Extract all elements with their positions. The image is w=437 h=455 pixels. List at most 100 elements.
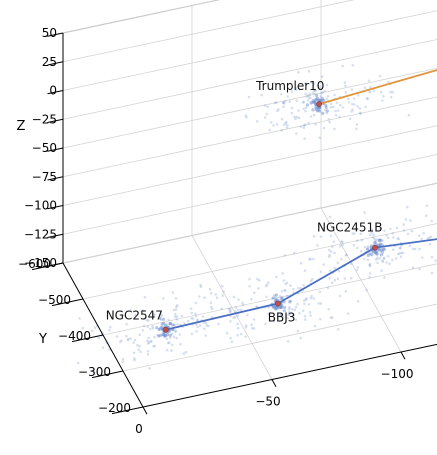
z-tick-mark [47,205,64,210]
star-point [304,109,307,113]
star-point [313,324,317,328]
star-point [312,113,316,117]
star-point [146,353,150,356]
star-point [398,252,401,255]
star-point [386,236,390,239]
star-point [407,113,411,117]
star-point [170,349,173,352]
star-point [133,338,137,342]
star-point [327,248,331,252]
star-point [174,312,177,316]
star-point [147,341,150,344]
star-point [396,237,399,240]
star-point [93,326,97,330]
star-point [175,305,178,309]
z-tick-label: −150 [24,256,57,270]
star-point [383,276,386,279]
star-point [280,290,284,293]
star-point [368,91,372,94]
star-point [317,106,321,110]
star-point [335,101,339,104]
star-point [294,117,297,120]
star-point [338,115,341,119]
star-point [434,259,437,262]
star-point [318,290,322,294]
star-point [352,243,356,247]
star-point [295,88,298,92]
star-point [101,346,105,349]
star-point [309,314,312,317]
star-point [306,99,310,102]
star-point [428,236,431,239]
star-point [417,234,421,238]
star-point [133,358,136,362]
z-tick-mark [47,176,64,181]
star-point [310,277,314,281]
star-point [282,105,285,108]
star-point [368,272,372,275]
star-point [264,322,267,326]
star-point [372,233,376,236]
star-point [325,98,329,101]
star-point [119,340,122,344]
star-point [146,325,149,329]
star-point [307,121,310,125]
star-point [267,306,271,309]
y-tick-mark [51,298,84,307]
star-point [303,269,307,273]
cluster-node [162,326,169,333]
grid-line [62,0,355,63]
star-point [147,342,150,345]
star-point [359,112,362,116]
star-point [310,294,313,298]
star-point [284,282,288,286]
star-point [263,116,267,119]
star-point [242,303,245,307]
star-point [266,105,269,109]
star-point [274,101,278,104]
star-point [159,333,163,337]
star-point [173,315,177,319]
star-point [322,263,326,266]
star-point [296,302,299,306]
star-point [309,296,313,300]
star-point [343,277,347,280]
star-point [314,107,318,111]
star-point [347,97,350,101]
star-point [244,326,248,329]
star-point [257,287,260,290]
star-point [290,111,294,115]
star-point [174,297,178,300]
star-point [312,257,315,261]
star-point [344,84,347,87]
star-point [143,295,147,299]
star-point [196,325,199,329]
cluster-labels: Trumpler10Haffner13NGC2451BNGC2547BBJ3Co… [106,79,383,324]
star-point [157,327,161,332]
z-tick-mark [47,61,64,66]
star-point [278,294,282,298]
star-point [234,310,237,313]
z-tick-label: −25 [32,112,57,126]
star-point [380,269,383,272]
star-point [351,102,354,106]
star-point [229,336,232,340]
star-point [190,332,194,336]
star-point [287,313,291,317]
star-point [359,249,363,253]
star-point [163,323,167,327]
star-point [250,323,253,327]
star-point [229,307,232,311]
star-point [288,100,292,103]
star-point [345,253,348,257]
star-point [288,305,291,309]
star-point [221,294,224,297]
star-point [366,97,370,100]
star-point [379,227,383,230]
star-point [353,232,356,235]
star-point [97,336,101,340]
grid-line [122,303,437,372]
star-point [198,324,202,327]
star-point [240,332,243,336]
star-point [165,348,169,352]
